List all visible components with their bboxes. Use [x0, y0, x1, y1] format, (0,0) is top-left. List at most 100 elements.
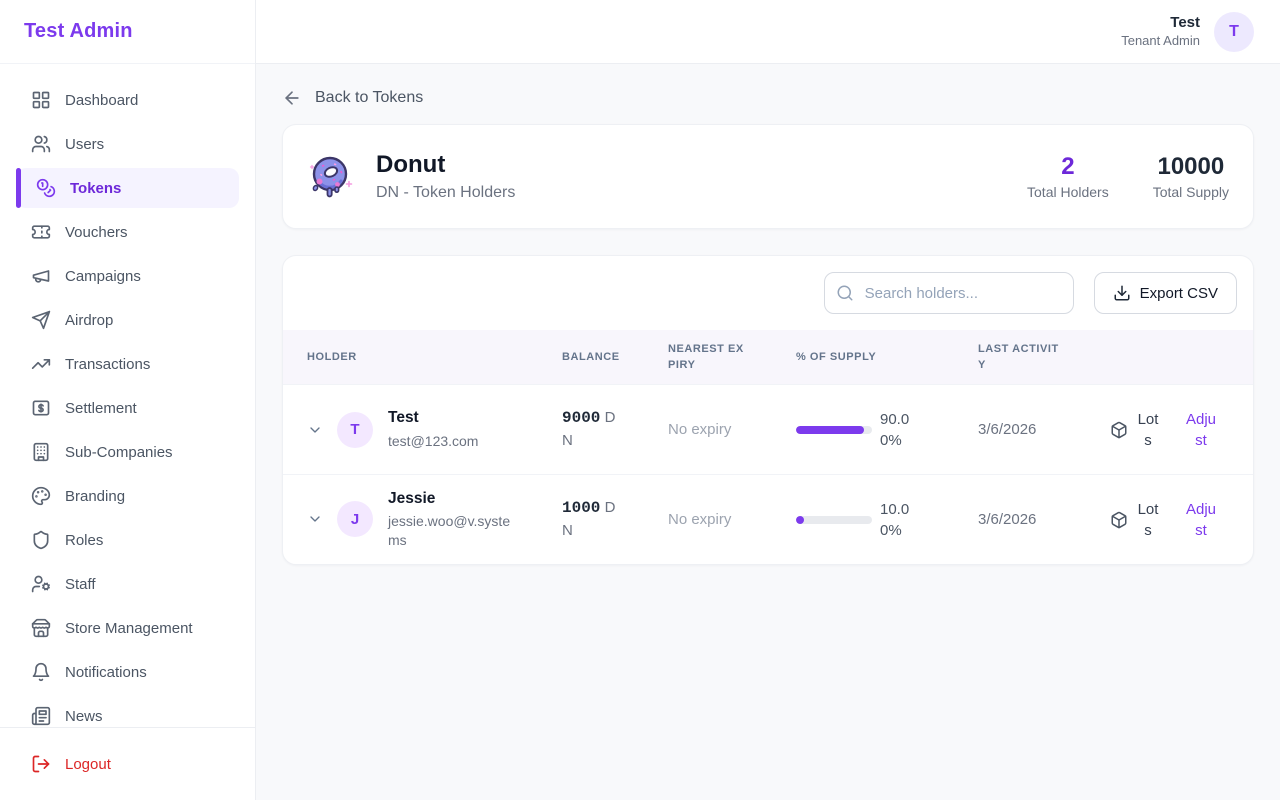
back-link-label: Back to Tokens — [315, 89, 424, 106]
chevron-down-icon[interactable] — [307, 511, 323, 527]
table-toolbar: Export CSV — [283, 256, 1253, 330]
nearest-expiry-cell: No expiry — [668, 420, 732, 438]
sidebar-item-label: News — [65, 707, 103, 725]
sidebar-item-label: Campaigns — [65, 267, 141, 285]
sidebar-item-news[interactable]: News — [16, 696, 239, 727]
coins-icon — [36, 178, 56, 198]
actions-cell: Lots Adjust — [1086, 397, 1253, 463]
sidebar-item-label: Settlement — [65, 399, 137, 417]
balance-value: 9000 — [562, 409, 601, 428]
balance-value: 1000 — [562, 499, 601, 518]
lots-label: Lots — [1137, 500, 1159, 539]
export-csv-label: Export CSV — [1139, 284, 1218, 302]
holder-avatar: T — [337, 411, 373, 448]
sidebar-item-dashboard[interactable]: Dashboard — [16, 80, 239, 120]
sidebar-item-branding[interactable]: Branding — [16, 476, 239, 516]
supply-progress-fill — [796, 515, 804, 524]
sidebar-item-store-management[interactable]: Store Management — [16, 608, 239, 648]
export-csv-button[interactable]: Export CSV — [1093, 272, 1237, 314]
sidebar-item-label: Users — [65, 135, 105, 153]
search-box — [823, 272, 1074, 314]
token-summary-card: Donut DN - Token Holders 2 Total Holders… — [282, 124, 1254, 229]
sidebar-item-tokens[interactable]: Tokens — [16, 168, 239, 208]
user-avatar[interactable]: T — [1214, 11, 1254, 52]
holder-name: Jessie — [388, 490, 436, 508]
palette-icon — [31, 486, 51, 506]
token-info: Donut DN - Token Holders — [376, 151, 1006, 202]
total-supply-stat: 10000 Total Supply — [1153, 153, 1229, 200]
lots-button[interactable]: Lots — [1110, 499, 1161, 541]
send-icon — [31, 310, 51, 330]
holder-identity: Jessie jessie.woo@v.systems — [388, 489, 512, 550]
arrow-left-icon — [285, 91, 299, 105]
app-logo: Test Admin — [0, 0, 255, 64]
sidebar-item-label: Vouchers — [65, 223, 128, 241]
chevron-down-icon[interactable] — [307, 422, 323, 438]
last-activity-cell: 3/6/2026 — [978, 420, 1037, 438]
table-row: T Test test@123.com 9000 DN No expiry 90… — [283, 384, 1253, 474]
lots-button[interactable]: Lots — [1110, 409, 1161, 451]
sidebar-item-campaigns[interactable]: Campaigns — [16, 256, 239, 296]
search-holders-input[interactable] — [823, 272, 1074, 314]
supply-cell: 10.00% — [772, 487, 954, 553]
back-to-tokens-link[interactable]: Back to Tokens — [282, 88, 423, 108]
dashboard-icon — [32, 91, 50, 109]
supply-percent-label: 90.00% — [880, 410, 910, 449]
sidebar-item-label: Roles — [65, 531, 104, 549]
logout-icon — [32, 755, 50, 773]
holder-cell: J Jessie jessie.woo@v.systems — [283, 477, 538, 562]
top-header: Test Tenant Admin T — [256, 0, 1280, 64]
main-area: Test Tenant Admin T Back to Tokens — [256, 0, 1280, 800]
sidebar-item-vouchers[interactable]: Vouchers — [16, 212, 239, 252]
holder-cell: T Test test@123.com — [283, 396, 538, 462]
ticket-icon — [31, 225, 51, 239]
trending-up-icon — [31, 359, 51, 369]
sidebar-item-label: Tokens — [70, 179, 122, 197]
token-subtitle: DN - Token Holders — [376, 184, 516, 201]
last-activity-cell: 3/6/2026 — [978, 510, 1037, 528]
sidebar-item-label: Dashboard — [65, 91, 139, 109]
col-balance: Balance — [562, 350, 620, 363]
balance-cell: 1000 DN — [538, 485, 644, 554]
total-holders-label: Total Holders — [1027, 183, 1109, 200]
sidebar-item-settlement[interactable]: Settlement — [16, 388, 239, 428]
table-header-row: Holder Balance Nearest Expiry % of Suppl… — [283, 330, 1253, 384]
supply-progress-fill — [796, 425, 865, 434]
col-holder: Holder — [307, 350, 357, 363]
holder-email: test@123.com — [388, 432, 479, 449]
supply-progress-bar — [796, 425, 872, 434]
dollar-square-icon — [32, 400, 50, 416]
holders-table-card: Export CSV Holder Balance Nearest Expiry… — [282, 255, 1254, 565]
sidebar-item-label: Branding — [65, 487, 126, 505]
total-holders-value: 2 — [1061, 153, 1075, 181]
package-icon — [1111, 511, 1127, 528]
sidebar-item-users[interactable]: Users — [16, 124, 239, 164]
token-name: Donut — [376, 151, 446, 178]
sidebar-item-roles[interactable]: Roles — [16, 520, 239, 560]
sidebar: Test Admin Dashboard Users Tokens Vouche… — [0, 0, 256, 800]
supply-progress-bar — [796, 515, 872, 524]
token-donut-image — [309, 156, 353, 197]
nearest-expiry-cell: No expiry — [668, 510, 732, 528]
adjust-link[interactable]: Adjust — [1185, 500, 1217, 539]
supply-cell: 90.00% — [772, 397, 954, 463]
actions-cell: Lots Adjust — [1086, 487, 1253, 553]
logout-button[interactable]: Logout — [16, 744, 239, 784]
download-icon — [1114, 285, 1130, 301]
sidebar-item-sub-companies[interactable]: Sub-Companies — [16, 432, 239, 472]
sidebar-item-transactions[interactable]: Transactions — [16, 344, 239, 384]
adjust-link[interactable]: Adjust — [1185, 410, 1217, 449]
store-icon — [31, 618, 51, 638]
sidebar-item-staff[interactable]: Staff — [16, 564, 239, 604]
sidebar-item-notifications[interactable]: Notifications — [16, 652, 239, 692]
table-row: J Jessie jessie.woo@v.systems 1000 DN No… — [283, 474, 1253, 564]
col-actions — [1086, 330, 1253, 384]
sidebar-item-airdrop[interactable]: Airdrop — [16, 300, 239, 340]
sidebar-footer: Logout — [0, 727, 255, 800]
user-cog-icon — [31, 575, 50, 593]
token-symbol: DN — [562, 409, 616, 450]
newspaper-icon — [31, 706, 51, 726]
sidebar-item-label: Staff — [65, 575, 96, 593]
logout-label: Logout — [65, 755, 111, 773]
megaphone-icon — [32, 270, 50, 283]
